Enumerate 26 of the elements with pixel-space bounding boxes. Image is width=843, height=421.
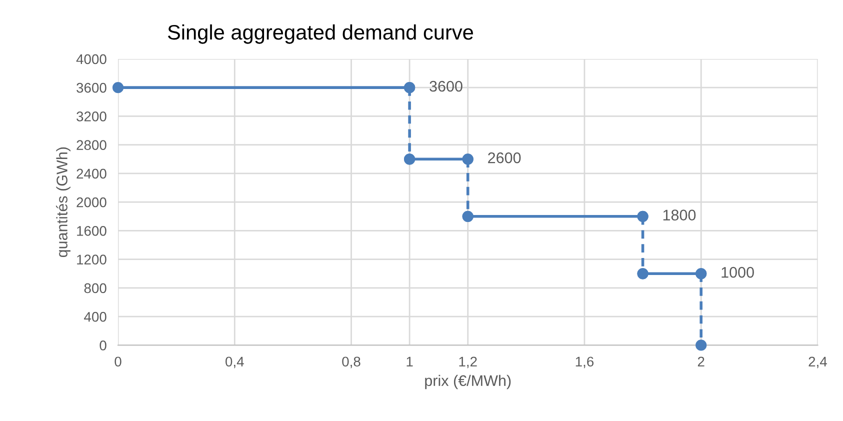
y-tick-label: 2000 xyxy=(76,197,106,208)
y-tick-label: 2400 xyxy=(76,168,106,179)
x-tick-label: 1,6 xyxy=(576,356,594,368)
x-tick-label: 0,4 xyxy=(226,356,244,368)
y-tick-label: 800 xyxy=(84,283,106,294)
y-tick-label: 1200 xyxy=(77,254,106,265)
x-tick-label: 1,2 xyxy=(459,356,477,368)
data-label: 1000 xyxy=(722,266,754,278)
chart-title: Single aggregated demand curve xyxy=(168,24,473,44)
data-label: 1800 xyxy=(663,210,696,220)
x-tick-label: 2,4 xyxy=(808,356,827,368)
y-tick-label: 2800 xyxy=(76,140,106,150)
y-axis-title: quantités (GWh) xyxy=(56,147,70,258)
y-tick-label: 400 xyxy=(84,312,106,322)
y-tick-label: 4000 xyxy=(76,54,106,64)
x-tick-label: 0 xyxy=(114,356,122,367)
data-label: 3600 xyxy=(430,80,462,92)
y-tick-label: 3200 xyxy=(76,112,106,122)
x-axis-title: prix (€/MWh) xyxy=(425,374,511,390)
y-tick-label: 1600 xyxy=(77,226,106,236)
data-label: 2600 xyxy=(488,152,521,164)
x-tick-label: 2 xyxy=(698,356,704,366)
x-tick-label: 0,8 xyxy=(342,356,360,368)
y-tick-label: 3600 xyxy=(76,82,106,93)
y-tick-label: 0 xyxy=(100,340,106,350)
x-tick-label: 1 xyxy=(406,356,413,366)
